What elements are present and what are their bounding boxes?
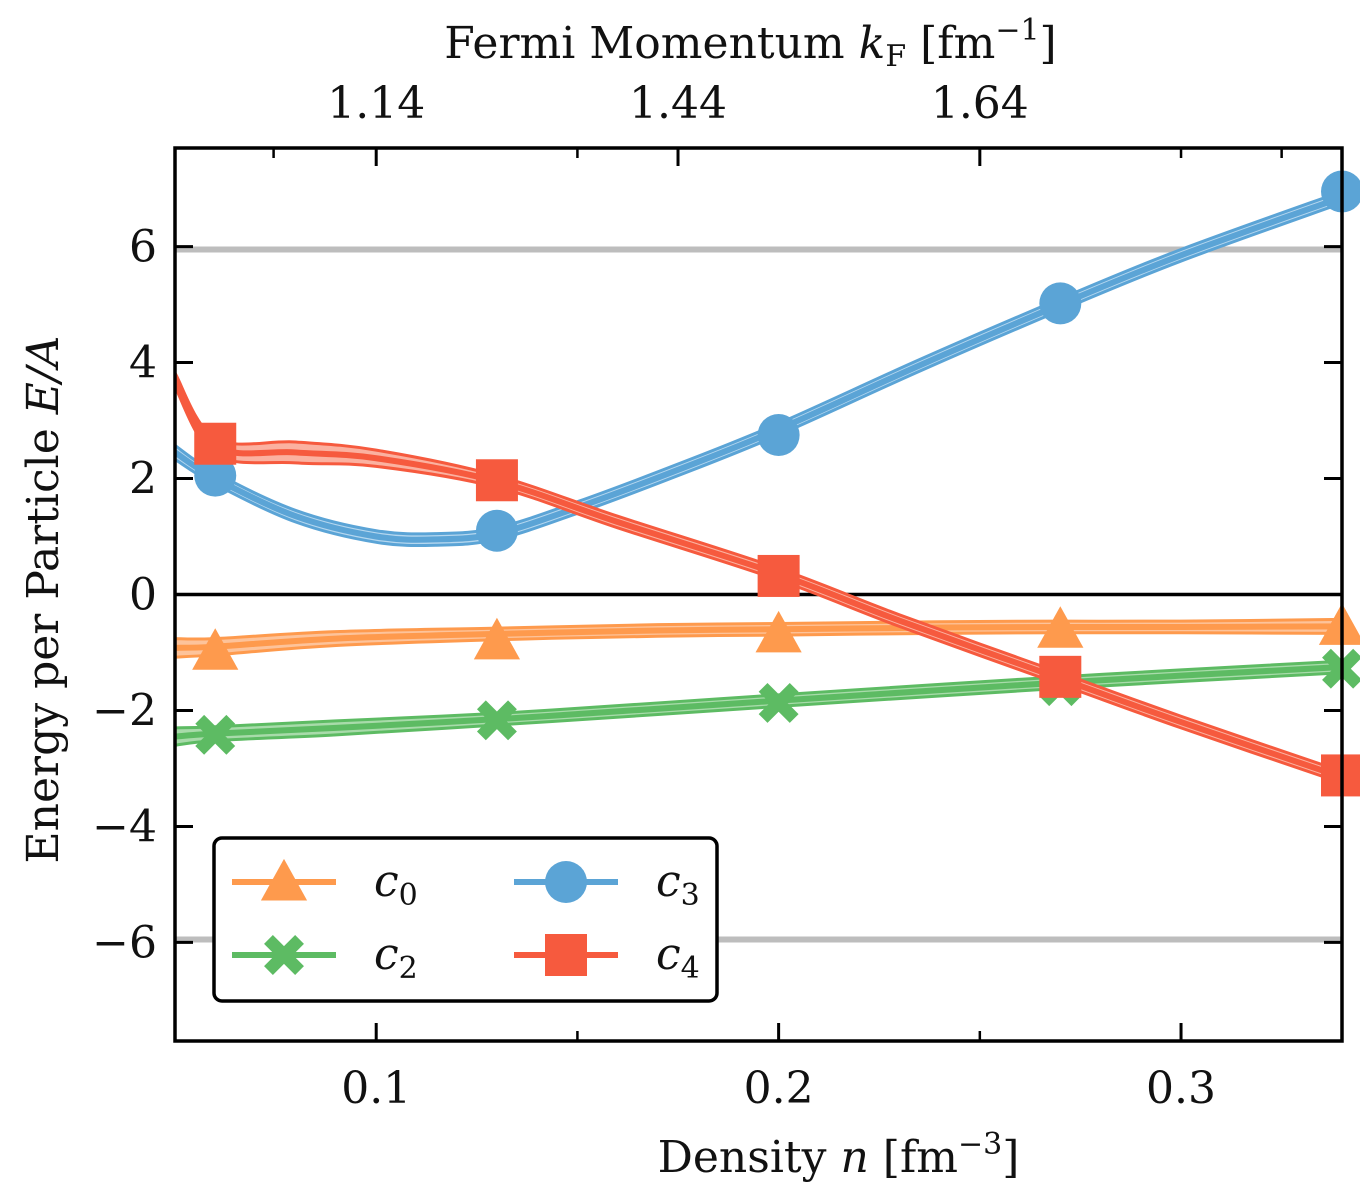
marker-c4-1 — [475, 459, 518, 502]
marker-layer — [192, 170, 1360, 797]
marker-c4-2 — [757, 554, 800, 597]
marker-c0-3 — [1037, 606, 1084, 648]
y-tick-label-0: −6 — [92, 917, 157, 968]
legend-item-c2: c2 — [232, 929, 418, 986]
legend-marker-c0 — [260, 858, 308, 901]
y-tick-label-5: 4 — [129, 338, 157, 389]
marker-c2-2 — [758, 682, 799, 723]
marker-c2-0 — [195, 714, 236, 755]
top-axis-title: Fermi Momentum kF [fm−1] — [444, 13, 1056, 74]
markers-c0 — [192, 603, 1360, 670]
markers-c4 — [194, 422, 1360, 797]
legend-label-c4: c4 — [656, 929, 700, 986]
top-tick-label-2: 1.64 — [931, 78, 1029, 129]
marker-c0-4 — [1318, 603, 1360, 645]
x-tick-label-1: 0.2 — [744, 1063, 814, 1114]
x-tick-label-0: 0.1 — [341, 1063, 411, 1114]
marker-c3-0 — [194, 454, 237, 497]
top-tick-label-0: 1.14 — [327, 78, 425, 129]
marker-c0-2 — [755, 610, 802, 653]
x-tick-label-2: 0.3 — [1146, 1063, 1216, 1114]
x-axis-title: Density n [fm−3] — [658, 1127, 1020, 1183]
markers-c2 — [195, 648, 1360, 755]
legend-marker-c2 — [264, 935, 304, 975]
line-c3 — [175, 194, 1342, 543]
marker-c3-3 — [1039, 282, 1082, 325]
top-tick-label-1: 1.44 — [629, 78, 727, 129]
marker-c2-1 — [476, 700, 517, 741]
legend-marker-c3 — [545, 861, 587, 903]
marker-c0-0 — [192, 628, 239, 670]
legend-item-c4: c4 — [514, 929, 700, 986]
legend-marker-c4 — [545, 934, 587, 976]
y-tick-label-6: 6 — [129, 222, 157, 273]
series-c3 — [175, 189, 1342, 548]
legend-box — [212, 836, 719, 1003]
marker-c4-0 — [194, 422, 237, 465]
line-c4 — [175, 376, 1342, 781]
marker-c4-3 — [1039, 655, 1082, 698]
series-layer — [175, 189, 1342, 785]
y-tick-label-2: −2 — [92, 685, 157, 736]
markers-c3 — [194, 170, 1360, 552]
y-tick-label-3: 0 — [129, 570, 157, 621]
axes-frame: 0.1 0.2 0.3 1.14 1.44 1.64 −6 −4 −2 0 2 4 6 Density n… — [18, 13, 1344, 1183]
line-c0 — [175, 623, 1342, 651]
marker-c3-2 — [757, 414, 800, 457]
marker-c0-1 — [473, 617, 521, 660]
line-c2 — [175, 663, 1342, 740]
y-tick-label-1: −4 — [92, 801, 157, 852]
y-tick-label-4: 2 — [129, 454, 157, 505]
y-axis-title: Energy per Particle E/A — [18, 336, 69, 864]
series-c2 — [175, 659, 1342, 747]
marker-c3-1 — [475, 509, 518, 552]
band-c3 — [175, 189, 1342, 548]
